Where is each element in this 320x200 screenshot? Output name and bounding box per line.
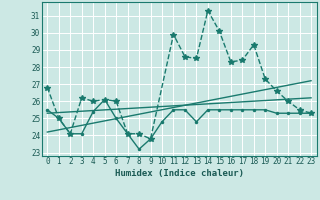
X-axis label: Humidex (Indice chaleur): Humidex (Indice chaleur) <box>115 169 244 178</box>
